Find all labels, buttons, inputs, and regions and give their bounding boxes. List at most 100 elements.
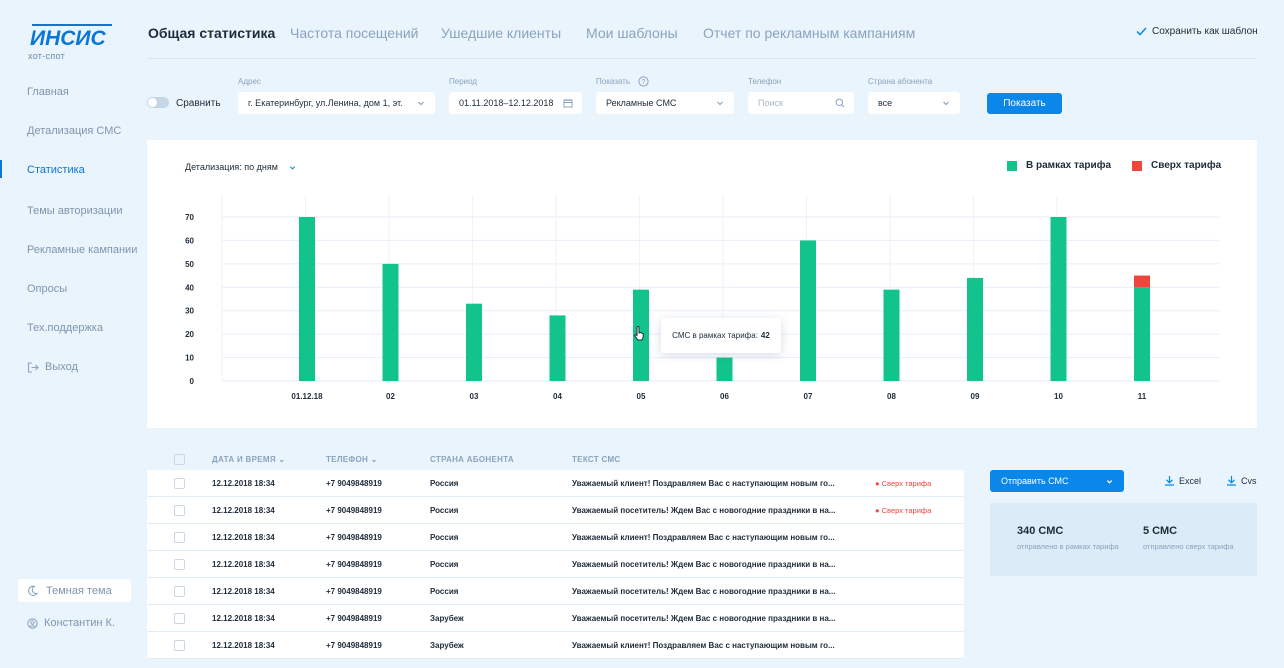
y-tick-label: 60 — [185, 236, 194, 245]
table-row[interactable]: 12.12.2018 18:34 +7 9049848919 Россия Уважа… — [147, 551, 964, 578]
row-checkbox[interactable] — [174, 640, 185, 651]
tab-1[interactable]: Частота посещений — [290, 25, 419, 41]
brand-logo[interactable]: ИНСИС хот-спот — [28, 24, 118, 64]
table-row[interactable]: 12.12.2018 18:34 +7 9049848919 Зарубеж Уваж… — [147, 605, 964, 632]
cell-text: Уважаемый посетитель! Ждем Вас с новогод… — [572, 559, 836, 569]
legend-swatch — [1007, 160, 1017, 171]
y-tick-label: 0 — [190, 377, 195, 386]
user-profile[interactable]: Константин К. — [27, 617, 115, 629]
tab-0[interactable]: Общая статистика — [148, 25, 276, 41]
nav-active-indicator — [0, 160, 2, 178]
address-label: Адрес — [238, 77, 261, 86]
sidebar-item-label: Рекламные кампании — [27, 244, 138, 256]
logo-wordmark: ИНСИС — [30, 24, 112, 50]
sidebar-item-2[interactable]: Статистика — [27, 164, 85, 176]
dark-theme-label: Темная тема — [46, 584, 112, 597]
cell-date: 12.12.2018 18:34 — [212, 613, 275, 623]
tab-2[interactable]: Ушедшие клиенты — [441, 25, 562, 41]
export-excel-button[interactable]: Excel — [1164, 475, 1201, 486]
row-checkbox[interactable] — [174, 559, 185, 570]
tab-4[interactable]: Отчет по рекламным кампаниям — [703, 25, 916, 41]
tabs-divider — [147, 58, 1257, 59]
x-tick-label: 08 — [887, 392, 896, 401]
period-picker[interactable]: 01.11.2018–12.12.2018 — [449, 92, 582, 114]
row-checkbox[interactable] — [174, 586, 185, 597]
export-csv-button[interactable]: Cvs — [1226, 475, 1257, 486]
table-row[interactable]: 12.12.2018 18:34 +7 9049848919 Россия Уважа… — [147, 524, 964, 551]
show-button[interactable]: Показать — [987, 93, 1062, 114]
cell-phone: +7 9049848919 — [326, 478, 382, 488]
chevron-down-icon — [943, 101, 949, 106]
cell-phone: +7 9049848919 — [326, 640, 382, 650]
cell-country: Зарубеж — [430, 613, 464, 623]
save-template-label: Сохранить как шаблон — [1152, 26, 1258, 37]
excel-label: Excel — [1179, 475, 1202, 486]
dark-theme-button[interactable]: Темная тема — [18, 579, 131, 602]
sidebar-item-label: Детализация СМС — [27, 125, 122, 137]
header-phone[interactable]: ТЕЛЕФОН ⌄ — [326, 454, 378, 464]
detail-select[interactable]: Детализация: по дням — [185, 162, 297, 172]
cell-country: Зарубеж — [430, 640, 464, 650]
show-select[interactable]: Рекламные СМС — [596, 92, 734, 114]
phone-search-input[interactable]: Поиск — [748, 92, 854, 114]
tab-3[interactable]: Мои шаблоны — [586, 25, 678, 41]
download-icon — [1165, 476, 1174, 486]
send-sms-button[interactable]: Отправить СМС — [990, 470, 1124, 492]
sidebar-item-1[interactable]: Детализация СМС — [27, 125, 121, 137]
select-all-checkbox[interactable] — [174, 454, 185, 465]
sidebar-item-label: Главная — [27, 86, 69, 98]
row-checkbox[interactable] — [174, 478, 185, 489]
cell-country: Россия — [430, 478, 459, 488]
chevron-down-icon — [717, 101, 723, 106]
help-icon[interactable]: ? — [638, 76, 649, 87]
compare-toggle[interactable] — [147, 97, 169, 108]
table-row[interactable]: 12.12.2018 18:34 +7 9049848919 Россия Уважа… — [147, 497, 964, 524]
cell-date: 12.12.2018 18:34 — [212, 640, 275, 650]
bar-chart: 0 10 20 30 40 50 60 70 01.12.18 02 03 04 05 06 07 08 09 1… — [185, 195, 1219, 401]
cell-text: Уважаемый клиент! Поздравляем Вас с наст… — [572, 640, 835, 650]
bar-in-tariff — [967, 277, 983, 381]
sidebar-item-0[interactable]: Главная — [27, 86, 69, 98]
y-tick-label: 70 — [185, 213, 194, 222]
moon-icon — [28, 585, 38, 596]
save-template-button[interactable]: Сохранить как шаблон — [1136, 26, 1258, 37]
status-badge: ● Сверх тарифа — [875, 478, 932, 488]
legend-label: Сверх тарифа — [1151, 160, 1222, 171]
address-select[interactable]: г. Екатеринбург, ул.Ленина, дом 1, эт. — [238, 92, 435, 114]
country-select[interactable]: все — [868, 92, 960, 114]
table-row[interactable]: 12.12.2018 18:34 +7 9049848919 Россия Уважа… — [147, 470, 964, 497]
table-row[interactable]: 12.12.2018 18:34 +7 9049848919 Россия Уважа… — [147, 578, 964, 605]
cell-text: Уважаемый посетитель! Ждем Вас с новогод… — [572, 586, 836, 596]
row-checkbox[interactable] — [174, 532, 185, 543]
x-tick-label: 10 — [1054, 392, 1063, 401]
tooltip-value: 42 — [760, 331, 770, 340]
sidebar-item-4[interactable]: Рекламные кампании — [27, 244, 137, 256]
show-value: Рекламные СМС — [606, 98, 677, 108]
over-tariff-label: отправлено сверх тарифа — [1143, 542, 1234, 551]
x-tick-label: 11 — [1138, 392, 1147, 401]
logo-text: ИНСИС — [30, 27, 107, 50]
sidebar-item-6[interactable]: Тех.поддержка — [27, 322, 103, 334]
cell-date: 12.12.2018 18:34 — [212, 505, 275, 515]
header-date[interactable]: ДАТА И ВРЕМЯ ⌄ — [212, 454, 286, 464]
over-tariff-value: 5 СМС — [1143, 525, 1178, 537]
cell-country: Россия — [430, 586, 459, 596]
sidebar-item-3[interactable]: Темы авторизации — [27, 205, 123, 217]
cell-phone: +7 9049848919 — [326, 559, 382, 569]
sidebar-item-5[interactable]: Опросы — [27, 283, 67, 295]
sms-stats-card: 340 СМС отправлено в рамках тарифа 5 СМС… — [990, 503, 1257, 576]
legend-item-in-tariff: В рамках тарифа — [1007, 160, 1111, 171]
bar-in-tariff — [800, 240, 816, 381]
sidebar-item-7[interactable]: Выход — [27, 361, 78, 373]
cell-phone: +7 9049848919 — [326, 586, 382, 596]
bar-in-tariff — [382, 263, 399, 381]
hand-cursor-icon — [633, 326, 644, 341]
bar-in-tariff — [883, 289, 900, 381]
cell-country: Россия — [430, 532, 459, 542]
sidebar-item-label: Опросы — [27, 283, 68, 295]
cell-text: Уважаемый посетитель! Ждем Вас с новогод… — [572, 505, 836, 515]
row-checkbox[interactable] — [174, 613, 185, 624]
legend-swatch — [1132, 160, 1142, 171]
row-checkbox[interactable] — [174, 505, 185, 516]
table-row[interactable]: 12.12.2018 18:34 +7 9049848919 Зарубеж Уваж… — [147, 632, 964, 659]
